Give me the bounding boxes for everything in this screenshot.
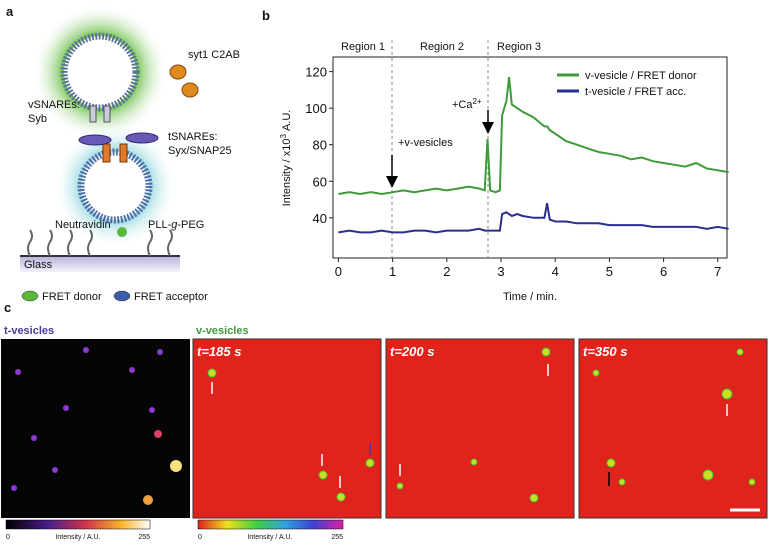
plot-frame — [332, 56, 728, 259]
region-label: Region 2 — [420, 41, 464, 53]
x-tick-label: 4 — [552, 264, 559, 279]
vsnare-name: Syb — [28, 113, 47, 125]
panel-label: c — [4, 300, 11, 315]
colorbar-label: Intensity / A.U. — [55, 534, 100, 541]
y-label-sup: 3 — [279, 133, 288, 138]
y-axis-label: Intensity / x103 A.U. — [279, 110, 293, 207]
legend-label: FRET acceptor — [134, 291, 208, 303]
image-panel: t-vesicles v-vesicles t=185 s t=200 s t=… — [1, 325, 768, 541]
x-axis-label: Time / min. — [503, 291, 557, 303]
panel-label: b — [262, 8, 270, 23]
series-line — [338, 203, 729, 234]
frame-time: t=350 s — [583, 344, 627, 359]
x-tick-label: 0 — [335, 264, 342, 279]
image-title: t-vesicles — [4, 325, 54, 337]
y-label-unit: A.U. — [281, 110, 293, 131]
legend-swatch — [21, 290, 39, 302]
x-tick-label: 6 — [660, 264, 667, 279]
schematic-legend: FRET donor FRET acceptor — [21, 290, 208, 303]
legend-label: v-vesicle / FRET donor — [585, 70, 697, 82]
panel-label: a — [6, 4, 14, 19]
snap25 — [125, 132, 159, 144]
y-label-text: Intensity / x10 — [281, 138, 293, 206]
annotation-sup: 2+ — [473, 97, 482, 106]
x-tick-label: 3 — [497, 264, 504, 279]
bright-punctum — [154, 430, 162, 438]
annotation: +v-vesicles — [398, 137, 453, 149]
y-tick-label: 120 — [305, 65, 327, 80]
frame-time: t=185 s — [197, 344, 241, 359]
bright-punctum — [170, 460, 182, 472]
t-vesicle-image — [1, 339, 190, 518]
annotation-text: +Ca — [452, 99, 473, 111]
y-tick-label: 60 — [313, 174, 327, 189]
v-vesicle — [60, 32, 140, 112]
image-title: v-vesicles — [196, 325, 249, 337]
syb — [89, 105, 97, 123]
colorbar — [5, 519, 151, 530]
colorbar-max: 255 — [138, 534, 150, 541]
legend-swatch — [113, 290, 131, 302]
syx — [102, 143, 111, 163]
v-vesicle-image — [385, 338, 575, 519]
x-tick-label: 2 — [443, 264, 450, 279]
puncta — [11, 347, 163, 491]
bright-punctum — [143, 495, 153, 505]
peg-pre: PLL- — [148, 219, 172, 231]
c2ab — [169, 64, 187, 80]
peg-italic: g — [171, 219, 178, 231]
vsnare-label: vSNAREs: — [28, 99, 80, 111]
legend-label: FRET donor — [42, 291, 102, 303]
colorbar — [197, 519, 344, 530]
x-tick-label: 1 — [389, 264, 396, 279]
peg-label: PLL-g-PEG — [148, 219, 204, 231]
region-label: Region 1 — [341, 41, 385, 53]
syt-label: syt1 C2AB — [188, 49, 240, 61]
y-tick-label: 40 — [313, 211, 327, 226]
snap25 — [78, 134, 112, 146]
colorbar-min: 0 — [6, 534, 10, 541]
puncta — [207, 347, 756, 503]
y-tick-label: 100 — [305, 101, 327, 116]
syx — [119, 143, 128, 163]
arrows — [211, 364, 728, 488]
syb — [103, 105, 111, 123]
x-tick-label: 5 — [606, 264, 613, 279]
arrow-head — [386, 176, 398, 188]
glass-label: Glass — [24, 259, 53, 271]
colorbar-label: Intensity / A.U. — [247, 534, 292, 541]
region-label: Region 3 — [497, 41, 541, 53]
tsnare-name: Syx/SNAP25 — [168, 145, 232, 157]
y-tick-label: 80 — [313, 138, 327, 153]
schematic: syt1 C2AB vSNAREs: Syb tSNAREs: Syx/SNAP… — [20, 4, 240, 303]
t-vesicle — [77, 148, 153, 224]
neutravidin — [117, 227, 127, 237]
peg-brush — [27, 229, 173, 257]
series-line — [338, 76, 729, 196]
v-vesicle-image — [192, 338, 382, 519]
neutravidin-label: Neutravidin — [55, 219, 111, 231]
colorbar-max: 255 — [331, 534, 343, 541]
v-vesicle-image — [578, 338, 768, 519]
tsnare-label: tSNAREs: — [168, 131, 218, 143]
colorbar-min: 0 — [198, 534, 202, 541]
x-tick-label: 7 — [714, 264, 721, 279]
peg-post: -PEG — [177, 219, 204, 231]
legend-label: t-vesicle / FRET acc. — [585, 86, 686, 98]
glass — [20, 256, 180, 272]
arrow-head — [482, 122, 494, 134]
c2ab — [181, 82, 199, 98]
annotation: +Ca2+ — [452, 97, 482, 111]
chart: Region 1 Region 2 Region 3 +v-vesicles +… — [279, 40, 729, 303]
frame-time: t=200 s — [390, 344, 434, 359]
